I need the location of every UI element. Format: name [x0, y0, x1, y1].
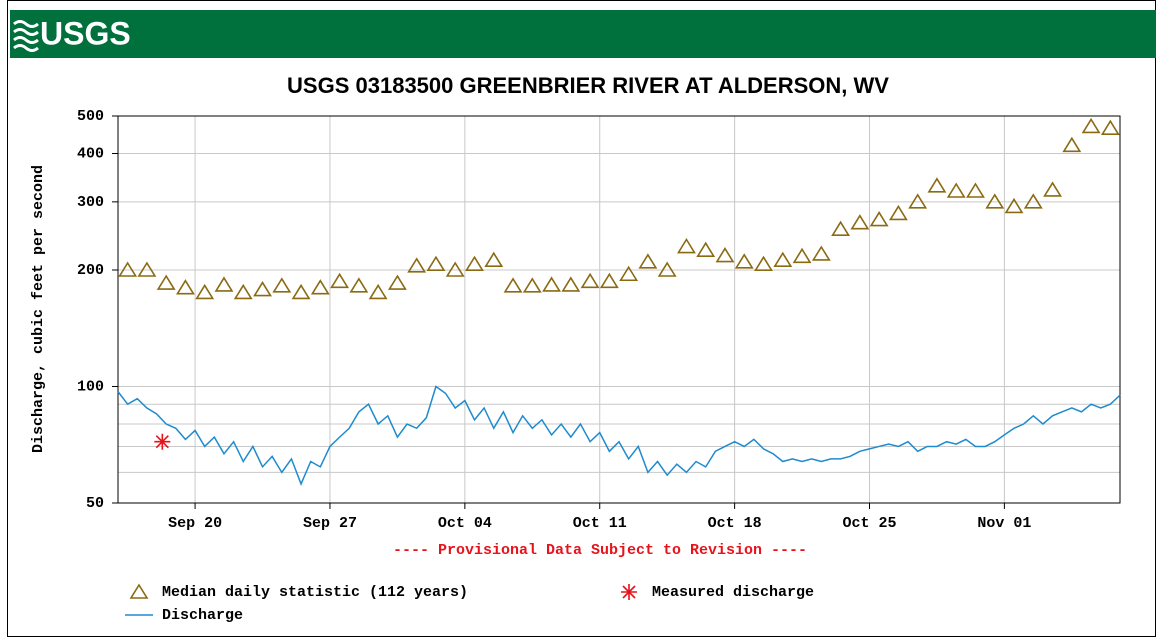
triangle-marker	[349, 277, 369, 293]
triangle-marker	[272, 277, 292, 293]
triangle-marker	[850, 214, 870, 230]
triangle-marker	[1081, 117, 1101, 134]
triangle-marker	[734, 253, 754, 269]
triangle-marker	[561, 276, 581, 292]
triangle-marker	[715, 246, 735, 263]
legend-item: Measured discharge	[621, 584, 814, 601]
legend-label: Measured discharge	[652, 584, 814, 601]
triangle-marker	[754, 255, 773, 272]
triangle-marker	[214, 276, 234, 292]
triangle-marker	[484, 251, 504, 268]
triangle-marker	[966, 182, 985, 198]
logo-text: USGS	[40, 15, 131, 51]
triangle-marker	[888, 204, 908, 221]
asterisk-marker	[154, 433, 171, 450]
triangle-marker	[253, 281, 272, 297]
triangle-marker	[985, 193, 1005, 209]
triangle-marker	[927, 177, 947, 193]
triangle-marker	[638, 253, 658, 269]
triangle-marker	[156, 274, 176, 290]
y-axis-label: Discharge, cubic feet per second	[30, 165, 47, 453]
triangle-marker	[368, 283, 388, 300]
triangle-marker	[503, 277, 523, 293]
triangle-marker	[1023, 193, 1043, 209]
triangle-marker	[1062, 136, 1082, 153]
logo-waves	[13, 20, 39, 52]
frame	[7, 0, 1156, 637]
x-tick-label: Sep 27	[303, 515, 357, 532]
chart-title: USGS 03183500 GREENBRIER RIVER AT ALDERS…	[287, 73, 889, 98]
triangle-marker	[773, 251, 793, 268]
x-tick-label: Oct 11	[573, 515, 627, 532]
y-tick-label: 300	[77, 194, 104, 211]
x-tick-label: Sep 20	[168, 515, 222, 532]
y-tick-label: 200	[77, 262, 104, 279]
triangle-marker	[426, 255, 446, 272]
legend-item: Discharge	[125, 607, 243, 624]
triangle-marker	[233, 283, 253, 300]
triangle-marker	[831, 220, 851, 236]
x-tick-label: Oct 04	[438, 515, 492, 532]
triangle-marker	[118, 261, 138, 277]
triangle-marker	[1043, 181, 1062, 197]
triangle-marker	[599, 272, 619, 289]
triangle-marker	[387, 274, 407, 290]
triangle-marker	[869, 211, 889, 227]
triangle-marker	[657, 261, 677, 277]
triangle-marker	[542, 276, 561, 292]
triangle-marker	[330, 272, 350, 289]
y-tick-label: 50	[86, 495, 104, 512]
triangle-marker	[908, 193, 928, 209]
triangle-marker	[619, 265, 639, 282]
x-tick-label: Oct 25	[842, 515, 896, 532]
y-tick-label: 500	[77, 108, 104, 125]
legend-symbol	[129, 583, 149, 599]
legend-label: Discharge	[162, 607, 243, 624]
triangle-marker	[465, 255, 484, 272]
legend-label: Median daily statistic (112 years)	[162, 584, 468, 601]
legend-item: Median daily statistic (112 years)	[129, 583, 468, 601]
y-tick-label: 400	[77, 145, 104, 162]
triangle-marker	[677, 237, 696, 254]
header-bar	[10, 10, 1156, 58]
triangle-marker	[522, 277, 542, 293]
triangle-marker	[1100, 119, 1120, 135]
triangle-marker	[137, 261, 157, 277]
discharge-line	[117, 385, 1121, 486]
y-tick-label: 100	[77, 378, 104, 395]
triangle-marker	[195, 283, 215, 300]
legend-symbol	[621, 584, 637, 600]
plot-border	[117, 115, 1121, 504]
triangle-marker	[580, 272, 600, 289]
triangle-marker	[811, 245, 831, 261]
triangle-marker	[946, 182, 966, 198]
triangle-marker	[291, 283, 311, 300]
triangle-marker	[407, 257, 427, 273]
x-tick-label: Oct 18	[708, 515, 762, 532]
triangle-marker	[696, 241, 716, 258]
triangle-marker	[1004, 197, 1024, 214]
x-tick-label: Nov 01	[977, 515, 1031, 532]
triangle-marker	[176, 279, 195, 295]
triangle-marker	[792, 247, 812, 264]
triangle-marker	[310, 279, 330, 295]
provisional-note: ---- Provisional Data Subject to Revisio…	[393, 542, 807, 559]
triangle-marker	[445, 261, 465, 277]
